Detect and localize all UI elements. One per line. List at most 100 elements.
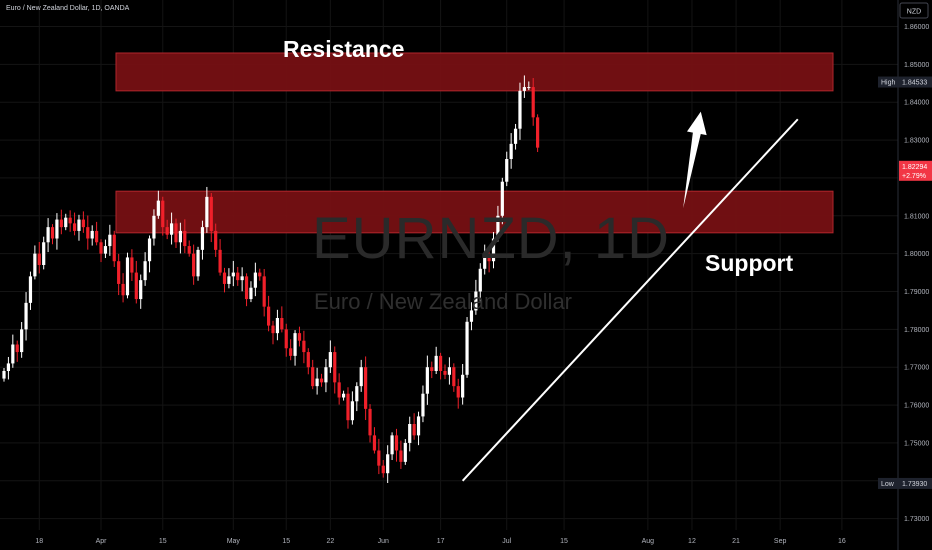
- candle-body: [143, 261, 147, 281]
- candle-body: [209, 196, 213, 231]
- candle-body: [280, 318, 284, 330]
- candle-body: [478, 268, 482, 292]
- candles-layer: [2, 75, 540, 484]
- candle-body: [368, 408, 372, 436]
- candle-body: [399, 450, 403, 462]
- candle-body: [77, 219, 81, 231]
- low-tag-label: Low: [881, 481, 895, 488]
- watermark-description: Euro / New Zealand Dollar: [314, 289, 573, 314]
- candle-body: [165, 227, 169, 235]
- candle-body: [192, 253, 196, 277]
- candle-body: [293, 333, 297, 356]
- candle-body: [421, 393, 425, 417]
- time-tick-label: Apr: [96, 538, 108, 545]
- candle-body: [271, 325, 275, 334]
- candle-body: [37, 253, 41, 265]
- price-tick-label: 1.75000: [904, 440, 929, 447]
- up-arrow: [683, 111, 707, 209]
- candle-body: [522, 87, 526, 91]
- candle-body: [178, 230, 182, 243]
- candle-body: [125, 257, 130, 296]
- candle-body: [505, 159, 509, 182]
- time-tick-label: Sep: [774, 538, 787, 545]
- candle-body: [262, 276, 266, 307]
- candle-body: [196, 249, 200, 277]
- chart-title: Euro / New Zealand Dollar, 1D, OANDA: [6, 5, 130, 12]
- time-tick-label: 16: [838, 538, 846, 545]
- candle-body: [134, 272, 138, 300]
- support-trendline: [461, 118, 799, 482]
- price-tick-label: 1.78000: [904, 327, 929, 334]
- candle-body: [319, 378, 324, 383]
- candle-body: [156, 200, 160, 216]
- candle-body: [200, 227, 205, 250]
- candle-body: [6, 363, 11, 371]
- price-tick-label: 1.79000: [904, 289, 929, 296]
- candle-body: [474, 291, 478, 311]
- resistance-zone: [115, 52, 834, 92]
- candle-body: [267, 306, 271, 326]
- watermark-symbol: EURNZD, 1D: [312, 206, 671, 271]
- candle-body: [81, 219, 85, 228]
- time-tick-label: 17: [437, 538, 445, 545]
- candle-body: [315, 378, 319, 387]
- low-tag-label-bg: [878, 477, 899, 489]
- zones-layer: [115, 52, 834, 234]
- candle-body: [518, 90, 522, 129]
- candle-body: [108, 234, 112, 247]
- candle-body: [50, 227, 55, 239]
- candle-body: [447, 367, 452, 375]
- high-tag-label: High: [881, 80, 896, 87]
- candle-body: [205, 196, 209, 228]
- candle-body: [496, 215, 500, 239]
- candle-body: [218, 249, 222, 273]
- high-tag-value: 1.84533: [902, 80, 927, 87]
- price-tick-label: 1.83000: [904, 138, 929, 145]
- candle-body: [461, 374, 465, 398]
- candle-body: [130, 257, 134, 273]
- candle-body: [390, 435, 394, 455]
- candle-body: [456, 386, 460, 398]
- candle-body: [337, 382, 341, 398]
- price-tick-label: 1.84000: [904, 100, 929, 107]
- candle-body: [187, 246, 191, 254]
- candle-body: [483, 253, 487, 269]
- price-axis: 1.730001.740001.750001.760001.770001.780…: [904, 24, 929, 523]
- candle-body: [20, 329, 24, 353]
- candle-body: [341, 393, 346, 398]
- candle-body: [46, 227, 50, 243]
- candle-body: [527, 87, 531, 89]
- candle-body: [302, 340, 306, 353]
- candle-body: [372, 435, 377, 451]
- candle-body: [289, 348, 293, 356]
- candle-body: [412, 424, 416, 436]
- candle-body: [333, 352, 337, 383]
- support-label: Support: [705, 250, 794, 276]
- candle-body: [258, 272, 262, 277]
- price-tick-label: 1.81000: [904, 213, 929, 220]
- candle-body: [2, 371, 6, 379]
- candle-body: [227, 276, 231, 284]
- price-tick-label: 1.80000: [904, 251, 929, 258]
- candle-body: [311, 367, 315, 387]
- price-tick-label: 1.85000: [904, 62, 929, 69]
- candle-body: [161, 200, 165, 228]
- candle-body: [72, 223, 77, 231]
- candle-body: [531, 87, 535, 118]
- current-price-change: +2.79%: [902, 173, 926, 180]
- candle-body: [408, 424, 412, 443]
- high-tag-label-bg: [878, 76, 899, 88]
- candle-body: [394, 435, 399, 451]
- candle-body: [11, 344, 15, 364]
- candle-body: [33, 253, 37, 277]
- candle-body: [377, 450, 381, 466]
- candle-body: [86, 227, 90, 239]
- time-axis: 18 Apr 15 May 15 22 Jun 17 Jul 15 Aug 12 21 Sep 16: [35, 538, 846, 545]
- price-tags: High 1.84533 Low 1.73930 1.82294 +2.79% NZD: [878, 2, 932, 489]
- candle-body: [425, 367, 429, 394]
- candle-body: [275, 318, 280, 334]
- candle-body: [24, 302, 28, 330]
- candle-body: [236, 272, 240, 281]
- time-tick-label: May: [227, 538, 241, 545]
